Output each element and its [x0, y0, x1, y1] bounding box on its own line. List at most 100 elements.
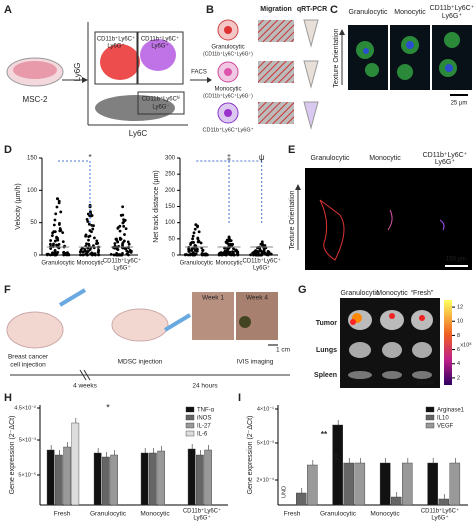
- column-header: CD11b⁺Ly6C⁺: [430, 5, 474, 12]
- cell-dot: [201, 248, 205, 252]
- bar: [157, 450, 165, 506]
- cell-dot: [119, 237, 123, 241]
- panel-label: I: [238, 392, 241, 404]
- column-header: Monocytic: [394, 9, 426, 16]
- axis-label: Ly6C: [129, 129, 148, 138]
- cell-dot: [59, 210, 63, 214]
- cell-dot: [56, 250, 60, 254]
- cell-dot: [49, 239, 53, 242]
- bar: [343, 462, 354, 506]
- axis-label: Gene expression (2⁻ΔCt): [247, 416, 254, 495]
- cell-dot: [113, 242, 117, 245]
- cell-dot: [191, 237, 194, 241]
- cell-dot: [261, 251, 264, 255]
- cell-dot: [192, 241, 195, 244]
- bar: [71, 422, 80, 506]
- column-header: Ly6G⁺: [435, 159, 455, 166]
- cell-dot: [232, 253, 236, 257]
- photo-label: Week 4: [246, 295, 268, 302]
- panel-label: F: [4, 284, 11, 296]
- column-header: Ly6G⁺: [442, 13, 462, 20]
- cell-dot: [123, 233, 126, 236]
- cell-dot: [226, 248, 229, 252]
- step-label: IVIS imaging: [237, 359, 274, 366]
- cell-dot: [66, 251, 69, 255]
- gate-label: CD11b⁺Ly6C⁺: [97, 36, 135, 43]
- legend-swatch: [185, 422, 195, 429]
- axis-label: Texture Orientation: [333, 28, 340, 87]
- cell-dot: [125, 249, 129, 253]
- tick-label: 10: [457, 319, 463, 325]
- cell-dot: [85, 242, 88, 246]
- panel-label: A: [4, 4, 12, 16]
- bar: [449, 462, 461, 506]
- tick-label: 250: [165, 172, 176, 178]
- bar: [63, 446, 71, 506]
- cell-dot: [93, 253, 96, 257]
- legend-swatch: [425, 422, 435, 429]
- gate-label: CD11b⁺Ly6C⁺: [141, 36, 179, 43]
- interval-label: 4 weeks: [73, 383, 98, 390]
- photo-label: Week 1: [202, 295, 224, 302]
- axis-label: Net track distance (µm): [153, 170, 160, 243]
- panel-b-art: [217, 19, 319, 130]
- category-label: Fresh: [284, 511, 301, 518]
- significance: ψ: [259, 153, 265, 162]
- cell-dot: [120, 253, 124, 257]
- step-label: Breast cancer: [8, 354, 49, 361]
- cell-dot: [224, 240, 228, 244]
- bar: [102, 456, 110, 506]
- significance: ‡: [227, 153, 231, 162]
- cell-dot: [56, 197, 60, 201]
- axis-label: Velocity (µm/h): [15, 183, 22, 229]
- cell-dot: [81, 250, 85, 254]
- legend-label: VEGF: [437, 424, 454, 430]
- bar: [204, 449, 212, 506]
- gate-label: Ly6G⁻: [152, 105, 169, 111]
- column-header: qRT-PCR: [297, 6, 327, 13]
- legend-label: Arginase1: [437, 408, 465, 414]
- legend-label: IL-27: [197, 424, 211, 430]
- cell-dot: [183, 253, 187, 257]
- category-label: CD11b⁺Ly6C⁺: [183, 508, 221, 515]
- cell-dot: [56, 236, 59, 240]
- cell-dot: [118, 229, 122, 233]
- bar: [354, 462, 366, 506]
- cell-dot: [53, 230, 57, 234]
- bar: [93, 452, 102, 506]
- tick-label: 8: [457, 333, 460, 339]
- cell-dot: [57, 201, 61, 205]
- cell-dot: [262, 248, 266, 251]
- cell-dot: [229, 252, 233, 256]
- cell-dot: [55, 205, 59, 209]
- cell-dot: [109, 252, 113, 256]
- group-label: Granulocytic: [211, 45, 244, 51]
- cell-dot: [194, 223, 198, 227]
- cell-dot: [122, 224, 126, 228]
- bar: [187, 448, 196, 506]
- group-label: CD11b⁺Ly6C⁺Ly6G⁺: [203, 126, 254, 133]
- significance: *: [88, 153, 91, 162]
- cell-dot: [54, 212, 58, 216]
- cell-dot: [57, 242, 61, 246]
- column-header: “Fresh”: [411, 290, 434, 297]
- cell-dot: [256, 252, 259, 255]
- legend-swatch: [425, 406, 435, 413]
- cell-dot: [55, 243, 58, 247]
- legend-swatch: [185, 406, 195, 413]
- step-label: cell injection: [10, 362, 46, 369]
- legend-swatch: [185, 414, 195, 421]
- tick-label: 100: [165, 220, 176, 226]
- cell-dot: [121, 205, 125, 209]
- cell-dot: [52, 251, 56, 255]
- bar: [196, 454, 204, 506]
- panel-e-art: [295, 168, 472, 270]
- tick-label: 0: [172, 253, 176, 259]
- category-label: Ly6G⁺: [253, 265, 270, 272]
- category-label: Monocytic: [76, 261, 103, 267]
- cell-dot: [124, 247, 128, 250]
- bar: [379, 462, 391, 506]
- gate-label: CD11b⁺Ly6Cʰⁱ: [142, 95, 181, 103]
- bar: [402, 462, 413, 506]
